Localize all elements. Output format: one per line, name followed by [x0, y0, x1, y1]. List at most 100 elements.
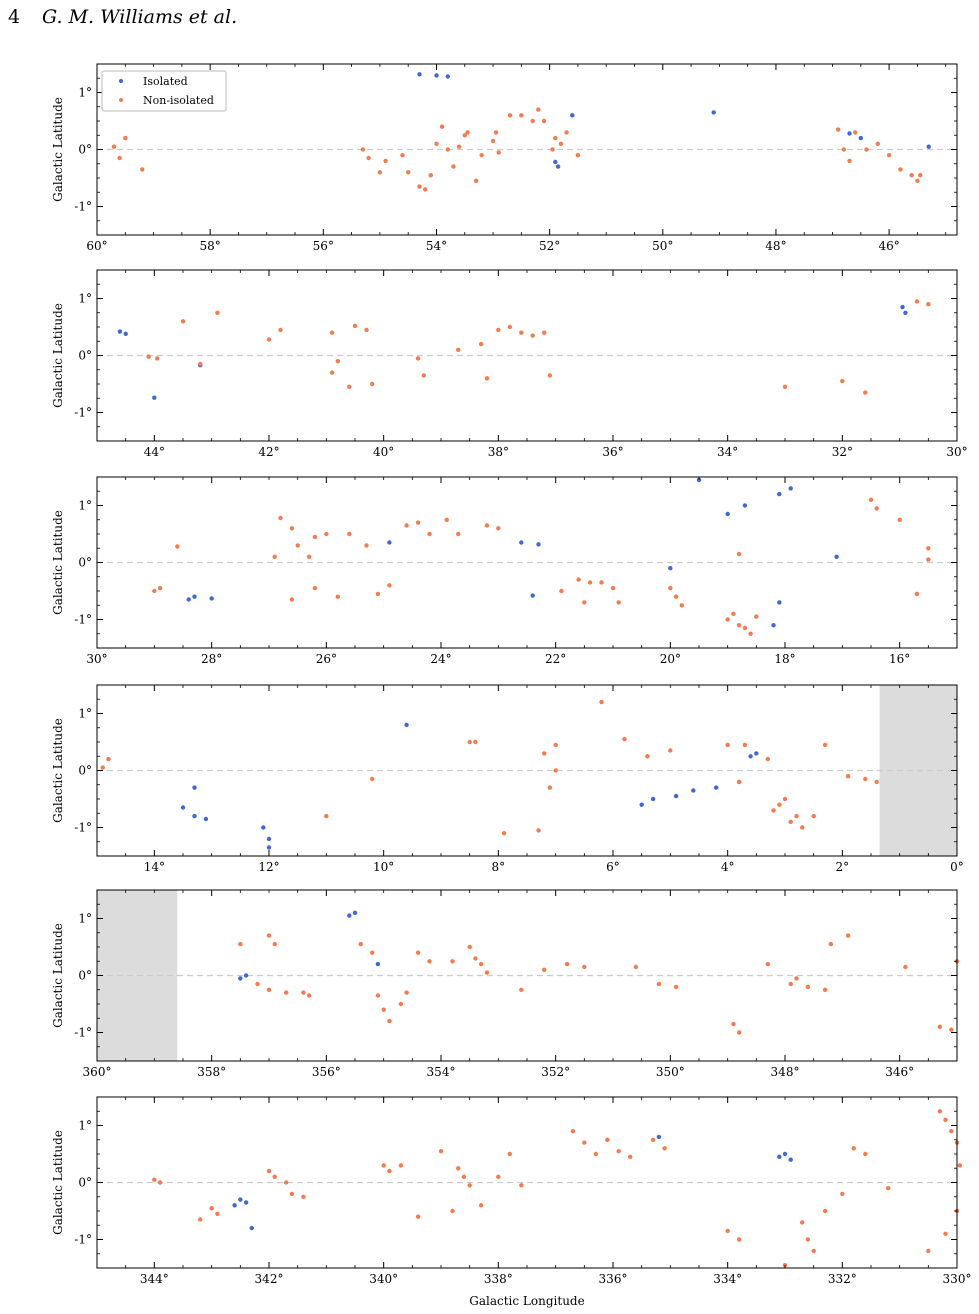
non-isolated-point — [473, 739, 478, 745]
isolated-point — [777, 600, 782, 605]
non-isolated-point — [404, 523, 409, 528]
non-isolated-point — [478, 1203, 484, 1208]
y-tick-label: -1° — [74, 406, 92, 420]
non-isolated-point — [484, 970, 490, 975]
x-tick-label: 350° — [656, 1065, 685, 1079]
non-isolated-point — [329, 330, 335, 335]
non-isolated-point — [329, 370, 335, 375]
y-tick-label: -1° — [74, 1026, 92, 1040]
non-isolated-point — [438, 1149, 444, 1154]
non-isolated-point — [800, 825, 805, 830]
non-isolated-point — [800, 1220, 805, 1225]
non-isolated-point — [347, 531, 352, 537]
non-isolated-point — [725, 1228, 730, 1234]
y-tick-label: -1° — [74, 821, 92, 835]
isolated-point — [266, 836, 272, 842]
legend: Isolated Non-isolated — [101, 70, 227, 112]
non-isolated-point — [360, 147, 366, 152]
isolated-point — [555, 164, 561, 169]
non-isolated-point — [805, 984, 811, 990]
non-isolated-point — [886, 1186, 891, 1191]
x-tick-label: 8° — [492, 860, 506, 874]
non-isolated-point — [576, 577, 581, 582]
non-isolated-point — [465, 130, 470, 135]
isolated-point — [788, 486, 793, 491]
non-isolated-point — [874, 779, 879, 785]
non-isolated-point — [633, 964, 639, 970]
x-tick-label: 32° — [832, 445, 853, 459]
non-isolated-point — [111, 144, 117, 149]
non-isolated-point — [289, 526, 295, 531]
isolated-point — [180, 805, 186, 810]
isolated-point — [261, 825, 266, 830]
non-isolated-point — [610, 585, 616, 591]
non-isolated-point — [822, 742, 828, 748]
non-isolated-point — [886, 153, 892, 158]
isolated-point — [266, 845, 272, 850]
non-isolated-point — [943, 1117, 948, 1123]
non-isolated-point — [284, 990, 289, 995]
x-tick-label: 338° — [484, 1272, 513, 1286]
non-isolated-point — [558, 141, 564, 146]
non-isolated-point — [370, 950, 375, 955]
isolated-point — [903, 310, 908, 315]
x-tick-label: 22° — [545, 652, 566, 666]
non-isolated-point — [117, 155, 122, 161]
x-tick-label: 30° — [86, 652, 107, 666]
y-axis-label: Galactic Latitude — [51, 510, 65, 615]
non-isolated-point — [765, 961, 770, 967]
isolated-point — [711, 110, 716, 115]
non-isolated-point — [496, 327, 501, 333]
non-isolated-point — [628, 1154, 633, 1160]
non-isolated-point — [853, 130, 858, 135]
non-isolated-point — [272, 941, 277, 947]
non-isolated-point — [157, 1180, 163, 1185]
non-isolated-point — [582, 1140, 587, 1145]
non-isolated-point — [387, 1018, 392, 1024]
x-tick-label: 50° — [652, 239, 673, 253]
x-tick-label: 18° — [774, 652, 795, 666]
non-isolated-point — [841, 147, 846, 152]
non-isolated-point — [897, 517, 902, 522]
x-tick-label: 346° — [885, 1065, 914, 1079]
page-number: 4 — [8, 6, 21, 28]
non-isolated-point — [255, 981, 260, 987]
x-tick-label: 24° — [430, 652, 451, 666]
non-isolated-point — [542, 330, 547, 335]
isolated-point — [209, 596, 214, 601]
non-isolated-point — [553, 135, 558, 141]
non-isolated-point — [668, 748, 673, 753]
non-isolated-point — [478, 341, 484, 347]
x-tick-label: 12° — [258, 860, 279, 874]
non-isolated-point — [301, 990, 306, 995]
non-isolated-point — [434, 141, 439, 146]
non-isolated-point — [415, 950, 421, 955]
isolated-point — [417, 72, 422, 77]
non-isolated-point — [771, 808, 776, 813]
non-isolated-point — [765, 756, 770, 762]
y-tick-label: -1° — [74, 200, 92, 214]
isolated-point — [203, 816, 209, 822]
y-tick-label: 0° — [78, 1176, 92, 1190]
non-isolated-point — [335, 594, 340, 599]
x-tick-label: 356° — [312, 1065, 341, 1079]
non-isolated-point — [175, 544, 180, 549]
non-isolated-point — [484, 376, 490, 381]
y-tick-label: -1° — [74, 613, 92, 627]
non-isolated-point — [668, 585, 673, 591]
non-isolated-point — [400, 153, 405, 158]
non-isolated-point — [822, 1208, 828, 1214]
non-isolated-point — [564, 961, 570, 967]
non-isolated-point — [146, 354, 151, 359]
non-isolated-point — [926, 557, 931, 562]
non-isolated-point — [564, 130, 569, 135]
isolated-point — [186, 597, 191, 602]
isolated-point — [192, 785, 197, 790]
y-axis-label: Galactic Latitude — [51, 97, 65, 202]
non-isolated-point — [599, 580, 604, 585]
x-tick-label: 352° — [541, 1065, 570, 1079]
non-isolated-point — [467, 944, 472, 950]
non-isolated-point — [840, 1191, 845, 1197]
non-isolated-point — [484, 523, 490, 528]
non-isolated-point — [845, 933, 851, 938]
